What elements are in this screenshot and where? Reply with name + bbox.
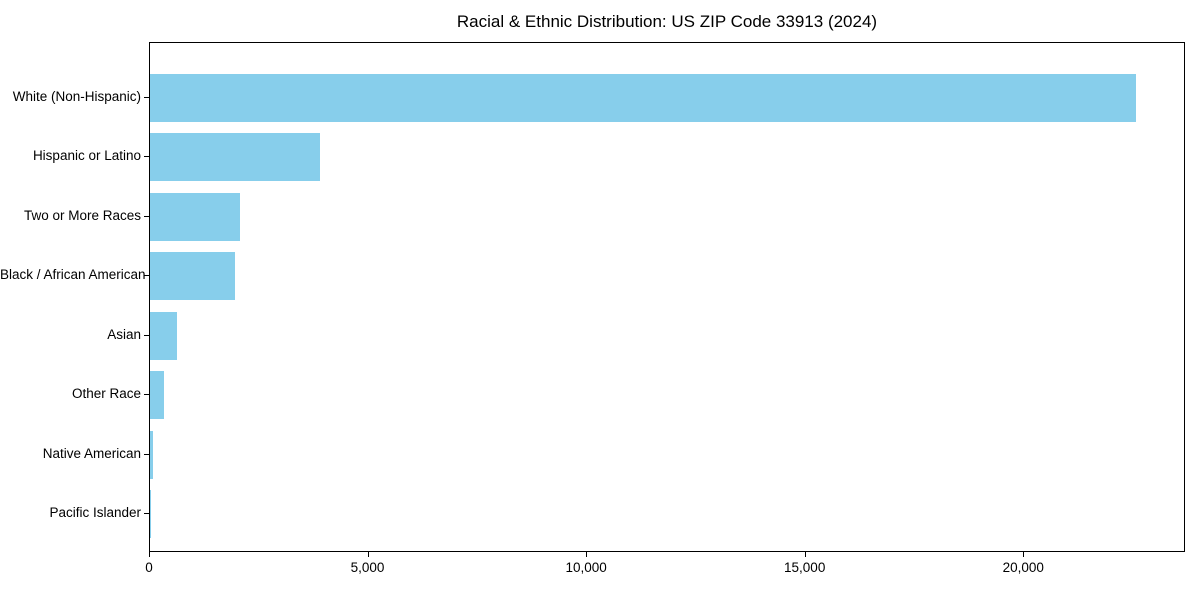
bar-asian bbox=[150, 311, 177, 360]
y-axis-label-other-race: Other Race bbox=[71, 386, 141, 402]
y-tick-white-non-hispanic bbox=[144, 97, 149, 98]
plot-area bbox=[149, 42, 1185, 552]
y-tick-asian bbox=[144, 334, 149, 336]
y-axis-label-hispanic-or-latino: Hispanic or Latino bbox=[32, 148, 141, 164]
y-axis-label-black-african-american: Black / African American bbox=[0, 267, 146, 283]
x-tick-label-5000: 5,000 bbox=[350, 560, 385, 575]
x-tick-label-0: 0 bbox=[145, 560, 153, 575]
x-tick-20000 bbox=[1023, 552, 1025, 557]
x-tick-0 bbox=[149, 552, 150, 557]
bar-hispanic-or-latino bbox=[150, 133, 320, 182]
x-tick-label-10000: 10,000 bbox=[565, 560, 607, 575]
bar-two-or-more-races bbox=[150, 192, 241, 241]
x-tick-10000 bbox=[586, 552, 588, 557]
y-tick-pacific-islander bbox=[144, 513, 149, 514]
y-axis-label-white-non-hispanic: White (Non-Hispanic) bbox=[12, 89, 141, 104]
x-tick-label-15000: 15,000 bbox=[784, 560, 826, 575]
x-tick-5000 bbox=[367, 552, 369, 557]
y-axis-label-two-or-more-races: Two or More Races bbox=[23, 207, 141, 223]
y-tick-two-or-more-races bbox=[144, 215, 149, 217]
bar-pacific-islander bbox=[150, 490, 151, 538]
bar-black-african-american bbox=[150, 252, 235, 301]
bar-other-race bbox=[150, 371, 164, 420]
y-axis-label-native-american: Native American bbox=[42, 445, 141, 461]
bar-white-non-hispanic bbox=[150, 74, 1137, 122]
y-tick-native-american bbox=[144, 453, 149, 455]
y-axis-label-pacific-islander: Pacific Islander bbox=[49, 505, 141, 520]
y-axis-label-asian: Asian bbox=[107, 326, 141, 342]
chart-title: Racial & Ethnic Distribution: US ZIP Cod… bbox=[456, 12, 878, 31]
x-tick-label-20000: 20,000 bbox=[1002, 560, 1044, 575]
bar-native-american bbox=[150, 430, 154, 479]
x-tick-15000 bbox=[804, 552, 806, 557]
y-tick-other-race bbox=[144, 394, 149, 396]
y-tick-hispanic-or-latino bbox=[144, 156, 149, 158]
y-tick-black-african-american bbox=[144, 275, 149, 277]
